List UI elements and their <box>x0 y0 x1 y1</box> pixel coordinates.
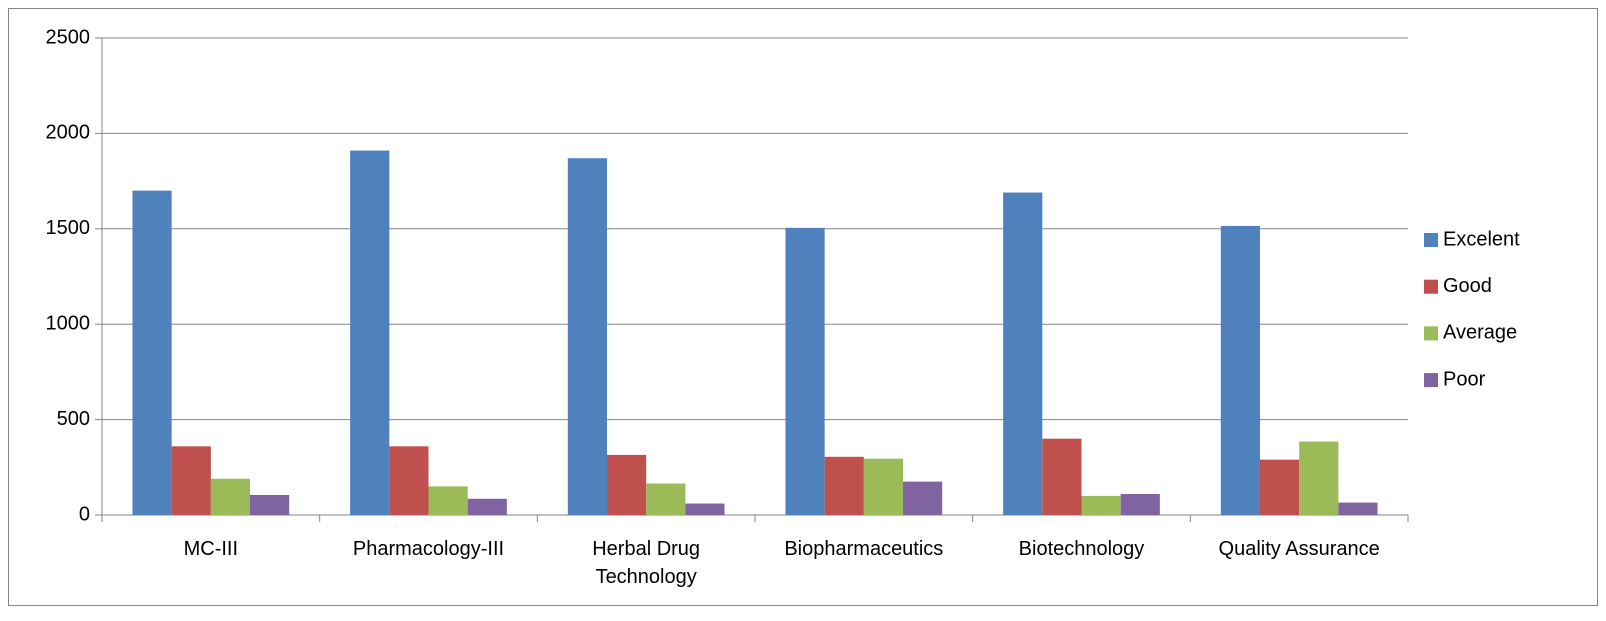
bar <box>389 446 429 515</box>
bar <box>824 456 864 515</box>
legend-swatch <box>1424 233 1438 247</box>
y-tick-label: 1000 <box>46 312 91 334</box>
bar <box>863 458 904 515</box>
bar <box>1120 494 1160 515</box>
bar <box>646 483 686 515</box>
x-tick-label: Pharmacology-III <box>352 538 505 560</box>
bar <box>1220 225 1260 516</box>
legend-swatch <box>1424 326 1438 341</box>
legend-label: Good <box>1443 275 1492 297</box>
x-tick-label: Biopharmaceutics <box>784 538 944 560</box>
x-tick-label: Quality Assurance <box>1218 538 1380 560</box>
legend-swatch <box>1424 279 1438 294</box>
bar <box>250 494 290 515</box>
bar <box>606 454 647 515</box>
bar <box>1299 441 1339 515</box>
x-tick-label: Herbal Drug Technology <box>592 538 701 588</box>
legend-label: Poor <box>1443 368 1486 390</box>
legend-label: Average <box>1443 322 1517 344</box>
x-tick-label: Biotechnology <box>1018 538 1145 560</box>
bar <box>1338 502 1378 515</box>
bar <box>210 478 251 515</box>
y-tick-label: 500 <box>57 408 90 430</box>
y-tick-label: 0 <box>79 503 90 525</box>
bar <box>467 498 507 515</box>
bar <box>1042 438 1082 515</box>
legend-swatch <box>1424 373 1438 388</box>
y-tick-label: 1500 <box>46 217 91 239</box>
x-tick-label: MC-III <box>183 538 239 560</box>
y-tick-label: 2000 <box>46 122 91 144</box>
bar <box>1081 495 1121 515</box>
bar <box>1259 459 1300 515</box>
bar <box>685 503 725 515</box>
bar <box>171 446 211 515</box>
bar <box>350 150 390 515</box>
y-tick-label: 2500 <box>46 26 91 48</box>
legend-label: Excelent <box>1443 228 1520 250</box>
bar <box>132 190 172 515</box>
bar <box>428 486 468 515</box>
bar <box>785 227 825 515</box>
bar <box>1003 192 1043 515</box>
chart-border <box>8 8 1598 606</box>
bar <box>903 481 943 515</box>
bar <box>567 158 607 516</box>
